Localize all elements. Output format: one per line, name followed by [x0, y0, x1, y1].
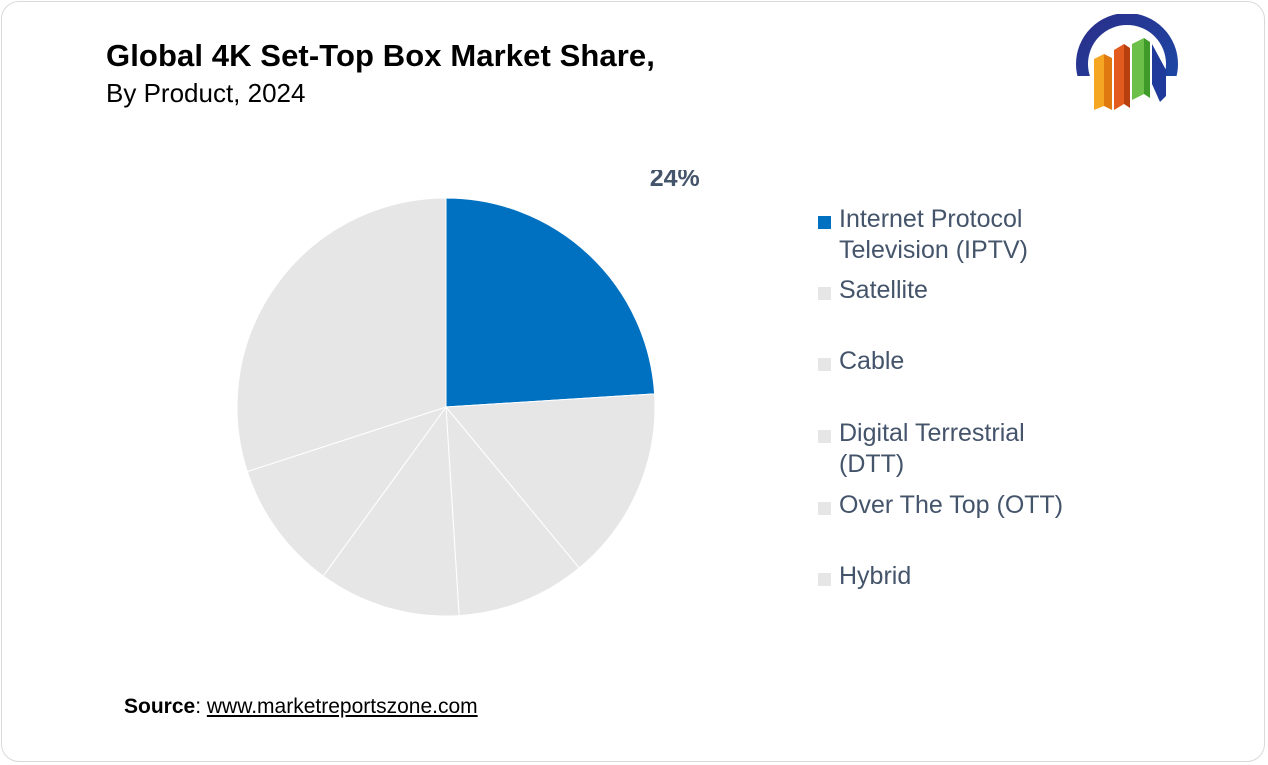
legend-label: Hybrid [839, 562, 912, 590]
pie-slice-3 [445, 405, 580, 617]
pie-chart: 24% [236, 170, 700, 617]
legend-label: Satellite [839, 276, 928, 304]
source-label: Source [124, 695, 196, 718]
pie-slices [236, 197, 656, 617]
chart-subtitle: By Product, 2024 [106, 78, 306, 108]
pie-slice-2 [444, 393, 656, 569]
legend-swatch [818, 502, 831, 515]
source-link[interactable]: www.marketreportszone.com [206, 695, 478, 718]
legend-swatch [818, 573, 831, 586]
legend-swatch [818, 358, 831, 371]
legend-item-dtt: Digital Terrestrial (DTT) [818, 418, 1025, 480]
pie-data-label-1: 24% [650, 170, 700, 192]
market-reports-zone-logo-icon [1074, 14, 1180, 114]
chart-legend: Internet Protocol Television (IPTV) Sate… [818, 200, 1238, 620]
legend-label: Cable [839, 347, 905, 375]
legend-item-cable: Cable [818, 346, 904, 377]
legend-label: Digital Terrestrial (DTT) [839, 419, 1025, 478]
legend-item-satellite: Satellite [818, 275, 928, 306]
pie-slice-5 [246, 406, 448, 577]
legend-label: Internet Protocol Television (IPTV) [839, 205, 1028, 264]
legend-item-ott: Over The Top (OTT) [818, 490, 1063, 521]
chart-title: Global 4K Set-Top Box Market Share, [106, 38, 655, 73]
legend-swatch [818, 287, 831, 300]
pie-slice-4 [322, 405, 460, 617]
source-note: Source: www.marketreportszone.com [124, 695, 478, 719]
legend-swatch [818, 216, 831, 229]
legend-label: Over The Top (OTT) [839, 491, 1064, 519]
source-separator: : [195, 695, 207, 718]
legend-item-iptv: Internet Protocol Television (IPTV) [818, 204, 1028, 266]
legend-item-hybrid: Hybrid [818, 561, 911, 592]
pie-slice-6 [236, 197, 447, 473]
pie-data-labels: 24% [650, 170, 700, 192]
legend-swatch [818, 430, 831, 443]
pie-slice-1 [445, 197, 656, 408]
